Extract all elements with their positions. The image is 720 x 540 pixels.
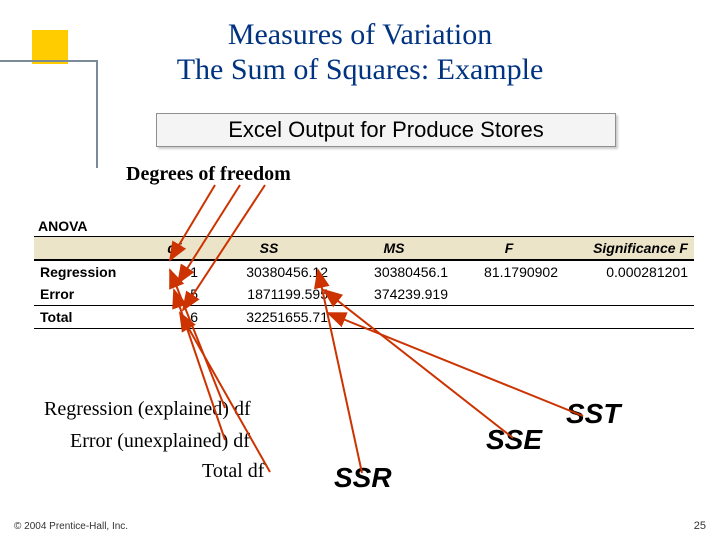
slide-title: Measures of Variation The Sum of Squares… <box>0 18 720 87</box>
anova-heading: ANOVA <box>34 216 694 236</box>
page-number: 25 <box>694 520 706 532</box>
cell <box>454 306 564 329</box>
table-row: Error 5 1871199.595 374239.919 <box>34 283 694 306</box>
anova-table: ANOVA df SS MS F Significance F Regressi… <box>34 216 694 329</box>
cell: 1871199.595 <box>204 283 334 306</box>
callout-regression-df: Regression (explained) df <box>44 398 251 421</box>
row-regression-label: Regression <box>34 260 144 283</box>
col-sigf: Significance F <box>564 237 694 261</box>
label-sst: SST <box>566 398 620 430</box>
table-row: Total 6 32251655.71 <box>34 306 694 329</box>
cell: 6 <box>144 306 204 329</box>
cell <box>334 306 454 329</box>
cell <box>454 283 564 306</box>
label-sse: SSE <box>486 424 542 456</box>
col-df: df <box>144 237 204 261</box>
col-ss: SS <box>204 237 334 261</box>
cell: 374239.919 <box>334 283 454 306</box>
footer-copyright: © 2004 Prentice-Hall, Inc. <box>14 521 128 532</box>
title-line-2: The Sum of Squares: Example <box>177 53 544 86</box>
label-ssr: SSR <box>334 462 392 494</box>
table-header-row: df SS MS F Significance F <box>34 237 694 261</box>
row-error-label: Error <box>34 283 144 306</box>
table-row: Regression 1 30380456.12 30380456.1 81.1… <box>34 260 694 283</box>
cell: 81.1790902 <box>454 260 564 283</box>
cell: 30380456.1 <box>334 260 454 283</box>
callout-total-df: Total df <box>202 460 264 483</box>
col-ms: MS <box>334 237 454 261</box>
degrees-of-freedom-label: Degrees of freedom <box>126 163 291 186</box>
cell <box>564 306 694 329</box>
col-f: F <box>454 237 564 261</box>
cell: 1 <box>144 260 204 283</box>
cell <box>564 283 694 306</box>
cell: 30380456.12 <box>204 260 334 283</box>
subtitle-box: Excel Output for Produce Stores <box>156 113 616 147</box>
subtitle-text: Excel Output for Produce Stores <box>228 117 544 143</box>
cell: 0.000281201 <box>564 260 694 283</box>
cell: 32251655.71 <box>204 306 334 329</box>
title-line-1: Measures of Variation <box>228 18 492 51</box>
callout-error-df: Error (unexplained) df <box>70 430 250 453</box>
cell: 5 <box>144 283 204 306</box>
row-total-label: Total <box>34 306 144 329</box>
